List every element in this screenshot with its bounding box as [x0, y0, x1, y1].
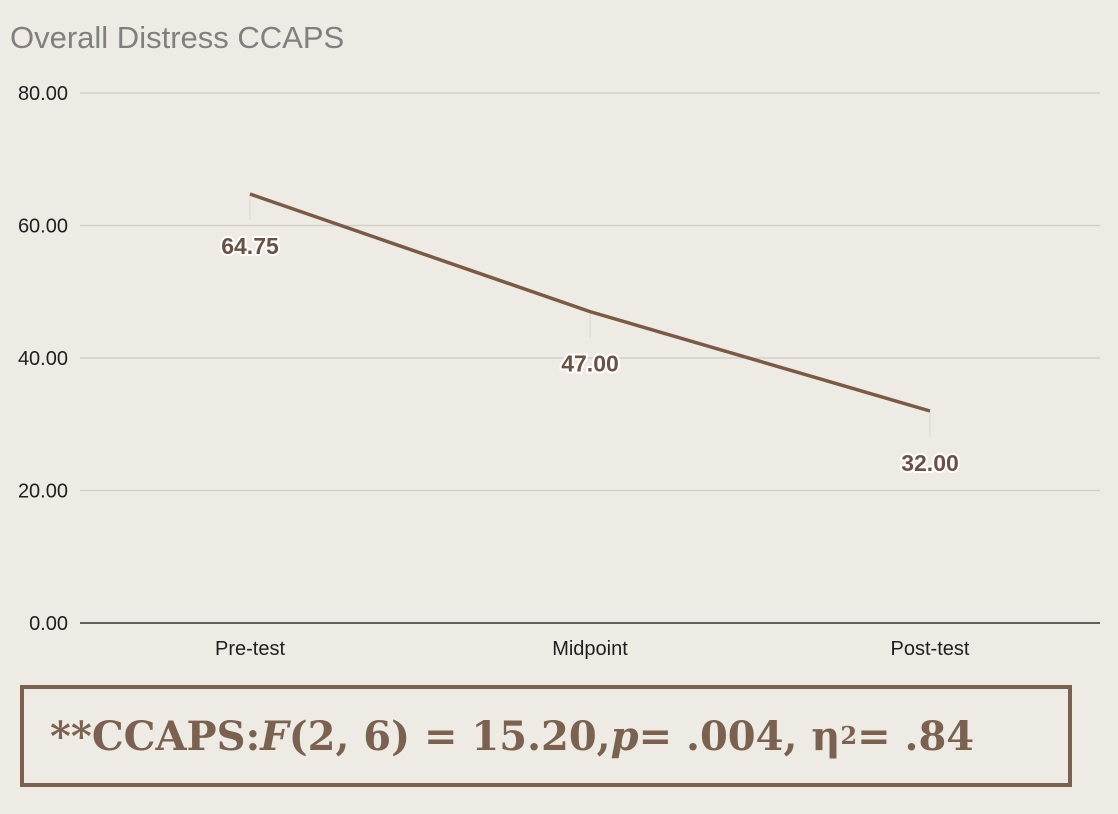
- line-chart: Overall Distress CCAPS 0.00 20.00 40.00 60.…: [10, 20, 1100, 660]
- stats-f-symbol: F: [260, 712, 289, 760]
- data-label: 47.00: [561, 351, 619, 377]
- x-tick-label: Midpoint: [552, 638, 628, 660]
- stats-p-symbol: p: [610, 712, 639, 760]
- stats-prefix: **CCAPS:: [50, 712, 261, 760]
- stats-eta-value: = .84: [857, 712, 975, 760]
- series-line: [249, 192, 931, 413]
- y-tick-label: 0.00: [29, 613, 68, 635]
- gridlines: [80, 92, 1100, 492]
- stats-f-args: (2, 6) = 15.20,: [288, 712, 611, 760]
- y-tick-label: 20.00: [18, 481, 68, 503]
- data-labels: 64.75 47.00 32.00: [219, 231, 961, 478]
- chart-title: Overall Distress CCAPS: [10, 20, 344, 55]
- data-label: 64.75: [221, 233, 279, 259]
- x-tick-label: Post-test: [891, 638, 970, 660]
- y-tick-label: 60.00: [18, 216, 68, 238]
- stats-p-value: = .004, η: [638, 712, 841, 760]
- y-tick-label: 80.00: [18, 83, 68, 105]
- data-label-leaders: [249, 194, 931, 437]
- y-axis-tick-labels: 0.00 20.00 40.00 60.00 80.00: [18, 83, 68, 635]
- x-axis-tick-labels: Pre-test Midpoint Post-test: [215, 638, 970, 660]
- y-tick-label: 40.00: [18, 348, 68, 370]
- data-label: 32.00: [901, 450, 959, 476]
- x-tick-label: Pre-test: [215, 638, 285, 660]
